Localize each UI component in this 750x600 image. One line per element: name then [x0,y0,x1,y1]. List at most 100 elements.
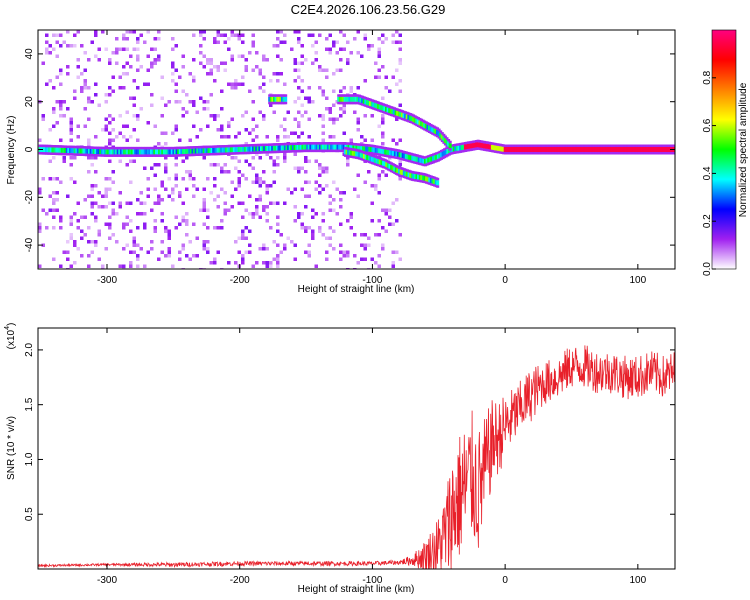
spectrogram-ridge-cell [372,102,376,108]
spectrogram-ridge-edge [41,152,45,155]
spectrogram-ridge-edge [202,153,206,156]
spectrogram-cell [304,159,308,163]
spectrogram-ridge-edge [373,145,377,148]
spectrogram-ridge-cell [637,147,641,152]
spectrogram-ridge-edge [364,152,368,155]
spectrogram-cell [342,254,346,258]
spectrogram-cell [367,243,371,247]
spectrogram-cell [283,117,287,121]
spectrogram-cell [90,184,94,188]
spectrogram-ridge-cell [148,149,152,155]
spectrogram-cell [307,194,311,198]
spectrogram-ridge-edge [45,152,48,155]
spectrogram-cell [209,261,213,265]
spectrogram-ridge-edge [290,150,294,153]
spectrogram-ridge-edge [391,114,395,117]
spectrogram-cell [293,243,297,247]
spectrogram-ridge-edge [201,153,205,156]
spectrogram-cell [384,75,388,79]
spectrogram-ridge-edge [344,142,348,145]
spectrogram-cell [269,226,273,230]
spectrogram-ridge-edge [409,152,413,156]
spectrogram-cell [209,58,213,62]
spectrogram-cell [143,226,147,230]
spectrogram-ridge-edge [443,148,447,151]
spectrogram-ridge-edge [414,154,418,157]
spectrogram-cell [129,54,133,58]
spectrogram-ridge-edge [252,144,255,147]
spectrogram-ridge-edge [217,145,220,148]
spectrogram-ridge-cell [279,96,283,102]
spectrogram-ridge-edge [514,144,518,147]
spectrogram-cell [230,194,234,198]
spectrogram-cell [45,212,49,216]
spectrogram-ridge-edge [342,94,345,97]
spectrogram-ridge-edge [386,168,390,171]
spectrogram-ridge-cell [358,145,362,151]
spectrogram-cell [146,194,150,198]
spectrogram-ridge-cell [72,148,76,154]
spectrogram-ridge-edge [385,167,389,170]
spectrogram-ridge-cell [535,147,539,152]
spectrogram-ridge-edge [390,169,394,173]
spectrogram-ridge-cell [304,144,308,150]
spectrogram-ridge-edge [285,142,289,146]
spectrogram-cell [108,61,112,65]
spectrogram-cell [220,135,224,139]
spectrogram-ridge-edge [255,143,259,147]
spectrogram-ridge-cell [526,147,529,152]
spectrogram-cell [342,191,346,195]
spectrogram-cell [388,89,392,93]
spectrogram-ridge-edge [495,143,499,146]
spectrogram-ridge-edge [393,148,397,152]
spectrogram-ridge-cell [353,151,357,157]
spectrogram-cell [83,82,87,86]
spectrogram-cell [353,110,357,114]
spectrogram-cell [279,233,283,237]
spectrogram-ridge-edge [639,152,642,155]
spectrogram-ridge-edge [443,135,447,138]
spectrogram-cell [76,75,80,79]
spectrogram-cell [342,103,346,107]
spectrogram-ridge-edge [126,146,130,150]
spectrogram-ridge-edge [627,144,631,147]
spectrogram-cell [185,187,189,191]
spectrogram-ridge-cell [276,96,280,102]
spectrogram-cell [132,159,136,163]
spectrogram-cell [132,243,136,247]
spectrogram-cell [178,257,182,261]
spectrogram-ridge-edge [282,150,286,153]
spectrogram-cell [251,156,255,160]
spectrogram-ridge-edge [623,152,627,155]
spectrogram-cell [251,180,255,184]
spectrogram-ridge-edge [290,142,294,146]
spectrogram-ridge-edge [334,149,338,153]
spectrogram-cell [220,89,224,93]
spectrogram-ridge-edge [237,152,241,155]
spectrogram-ridge-edge [405,119,409,122]
spectrogram-cell [293,166,297,170]
spectrogram-ridge-cell [287,145,291,151]
spectrogram-cell [83,124,87,128]
spectrogram-cell [104,100,108,104]
spectrogram-cell [164,226,168,230]
spectrogram-ridge-edge [489,149,493,152]
spectrogram-cell [370,114,374,118]
spectrogram-ridge-cell [467,143,470,149]
spectrogram-ridge-edge [483,140,486,144]
spectrogram-cell [269,264,273,268]
spectrogram-cell [192,103,196,107]
spectrogram-cell [339,191,343,195]
spectrogram-cell [241,229,245,233]
spectrogram-cell [150,103,154,107]
spectrogram-ridge-edge [412,121,416,125]
spectrogram-cell [300,114,304,118]
spectrogram-ridge-edge [281,94,284,97]
snr-panel: -300 -200 -100 0 100 0.51.01.52.0 Height of … [4,323,676,595]
spectrogram-ridge-cell [273,96,276,102]
spectrogram-cell [59,219,63,223]
spectrogram-ridge-cell [135,149,139,155]
spectrogram-ridge-cell [406,171,409,177]
spectrogram-cell [66,107,70,111]
spectrogram-ridge-cell [546,147,550,152]
